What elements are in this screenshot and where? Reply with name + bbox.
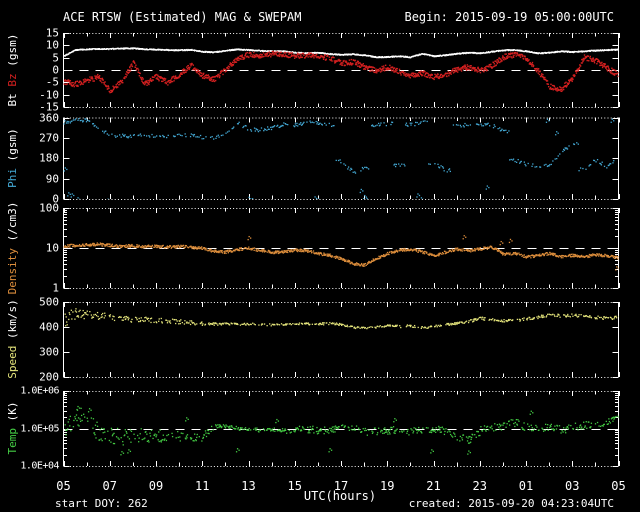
y-tick-label: 360 — [39, 111, 59, 124]
y-axis-title-temp: Temp (K) — [6, 353, 20, 503]
y-tick-label: 1.0E+05 — [20, 423, 59, 434]
y-tick-label: 0 — [52, 63, 59, 77]
temp-unit-label: (K) — [6, 401, 19, 428]
start-doy-caption: start DOY: 262 — [55, 497, 148, 510]
y-tick-label: 300 — [39, 345, 59, 359]
y-tick-label: 90 — [45, 172, 59, 186]
y-tick-label: -5 — [45, 75, 59, 89]
y-tick-label: 270 — [39, 131, 59, 145]
y-tick-label: 10 — [45, 38, 59, 52]
phi-unit-label: (gsm) — [6, 128, 19, 168]
gsm-unit-label: (gsm) — [6, 33, 19, 74]
x-tick-label: 21 — [426, 479, 441, 493]
created-timestamp: created: 2015-09-20 04:23:04UTC — [408, 497, 614, 510]
x-tick-label: 19 — [380, 479, 395, 493]
y-tick-label: 1.0E+06 — [20, 385, 59, 397]
x-tick-label: 13 — [241, 479, 256, 493]
y-tick-label: -10 — [39, 88, 59, 102]
y-tick-label: 0 — [52, 192, 59, 206]
x-tick-label: 23 — [472, 479, 487, 493]
begin-timestamp: Begin: 2015-09-19 05:00:00UTC — [404, 10, 614, 24]
y-tick-label: 10 — [45, 241, 59, 255]
y-tick-label: -15 — [39, 100, 59, 114]
density-unit-label: (/cm3) — [6, 201, 19, 248]
x-tick-label: 15 — [287, 479, 302, 493]
speed-unit-label: (km/s) — [6, 299, 19, 346]
x-tick-label: 17 — [333, 479, 349, 493]
y-tick-label: 200 — [39, 370, 59, 384]
y-tick-label: 180 — [39, 151, 59, 165]
x-tick-label: 07 — [102, 479, 117, 493]
x-tick-label: 05 — [611, 479, 626, 493]
x-tick-label: 11 — [195, 479, 210, 493]
x-tick-label: 03 — [565, 479, 580, 493]
y-tick-label: 1.0E+04 — [20, 460, 59, 472]
x-tick-label: 01 — [518, 479, 534, 493]
x-tick-label: 09 — [148, 479, 164, 493]
x-tick-label: 05 — [56, 479, 71, 493]
temp-label: Temp — [6, 428, 19, 455]
y-tick-label: 500 — [39, 295, 59, 309]
x-axis-title: UTC(hours) — [303, 489, 377, 503]
y-tick-label: 400 — [39, 320, 59, 334]
y-tick-label: 1 — [52, 281, 59, 295]
chart-title: ACE RTSW (Estimated) MAG & SWEPAM — [63, 10, 302, 24]
y-tick-label: 15 — [45, 26, 59, 40]
y-tick-label: 100 — [39, 201, 59, 215]
y-tick-label: 5 — [52, 51, 59, 65]
